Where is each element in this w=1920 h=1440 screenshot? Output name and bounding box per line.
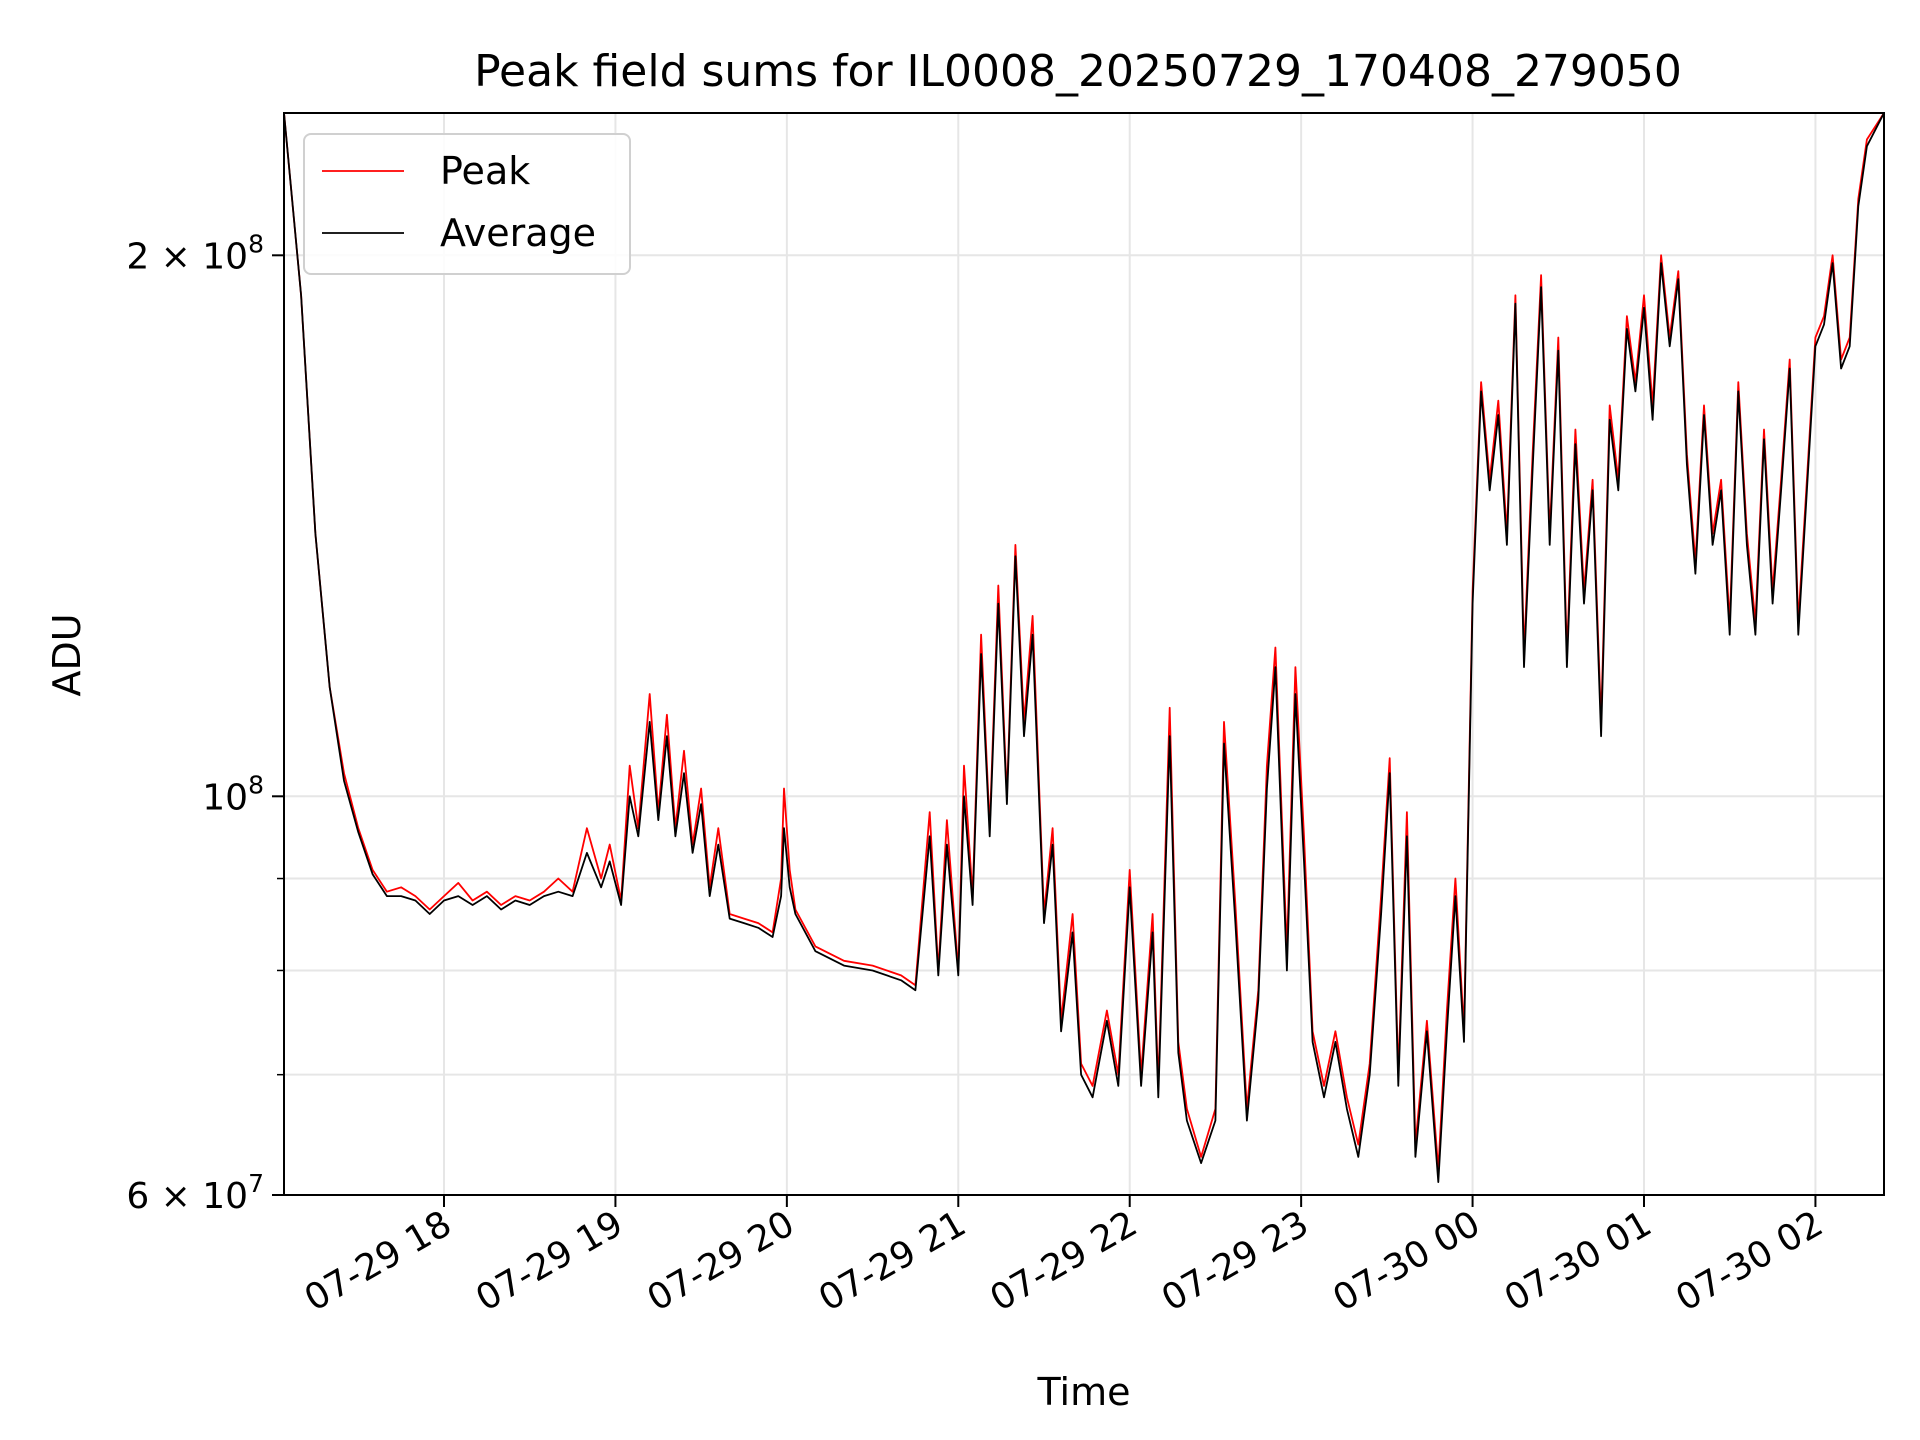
series-layer bbox=[283, 112, 1885, 1183]
legend-box bbox=[303, 133, 631, 275]
legend-label-peak: Peak bbox=[440, 149, 530, 193]
y-tick-label: 2 × 108 bbox=[126, 229, 264, 277]
y-tick-label: 6 × 107 bbox=[126, 1169, 264, 1217]
plot-background bbox=[284, 113, 1884, 1195]
legend-label-average: Average bbox=[440, 211, 596, 255]
series-line-average bbox=[283, 112, 1885, 1183]
x-axis-label: Time bbox=[1037, 1370, 1131, 1414]
legend: Peak Average bbox=[303, 133, 631, 275]
plot-frame bbox=[283, 112, 1885, 1196]
plot-area bbox=[283, 112, 1885, 1196]
y-axis-label: ADU bbox=[45, 613, 89, 696]
chart-title: Peak field sums for IL0008_20250729_1704… bbox=[474, 46, 1682, 97]
